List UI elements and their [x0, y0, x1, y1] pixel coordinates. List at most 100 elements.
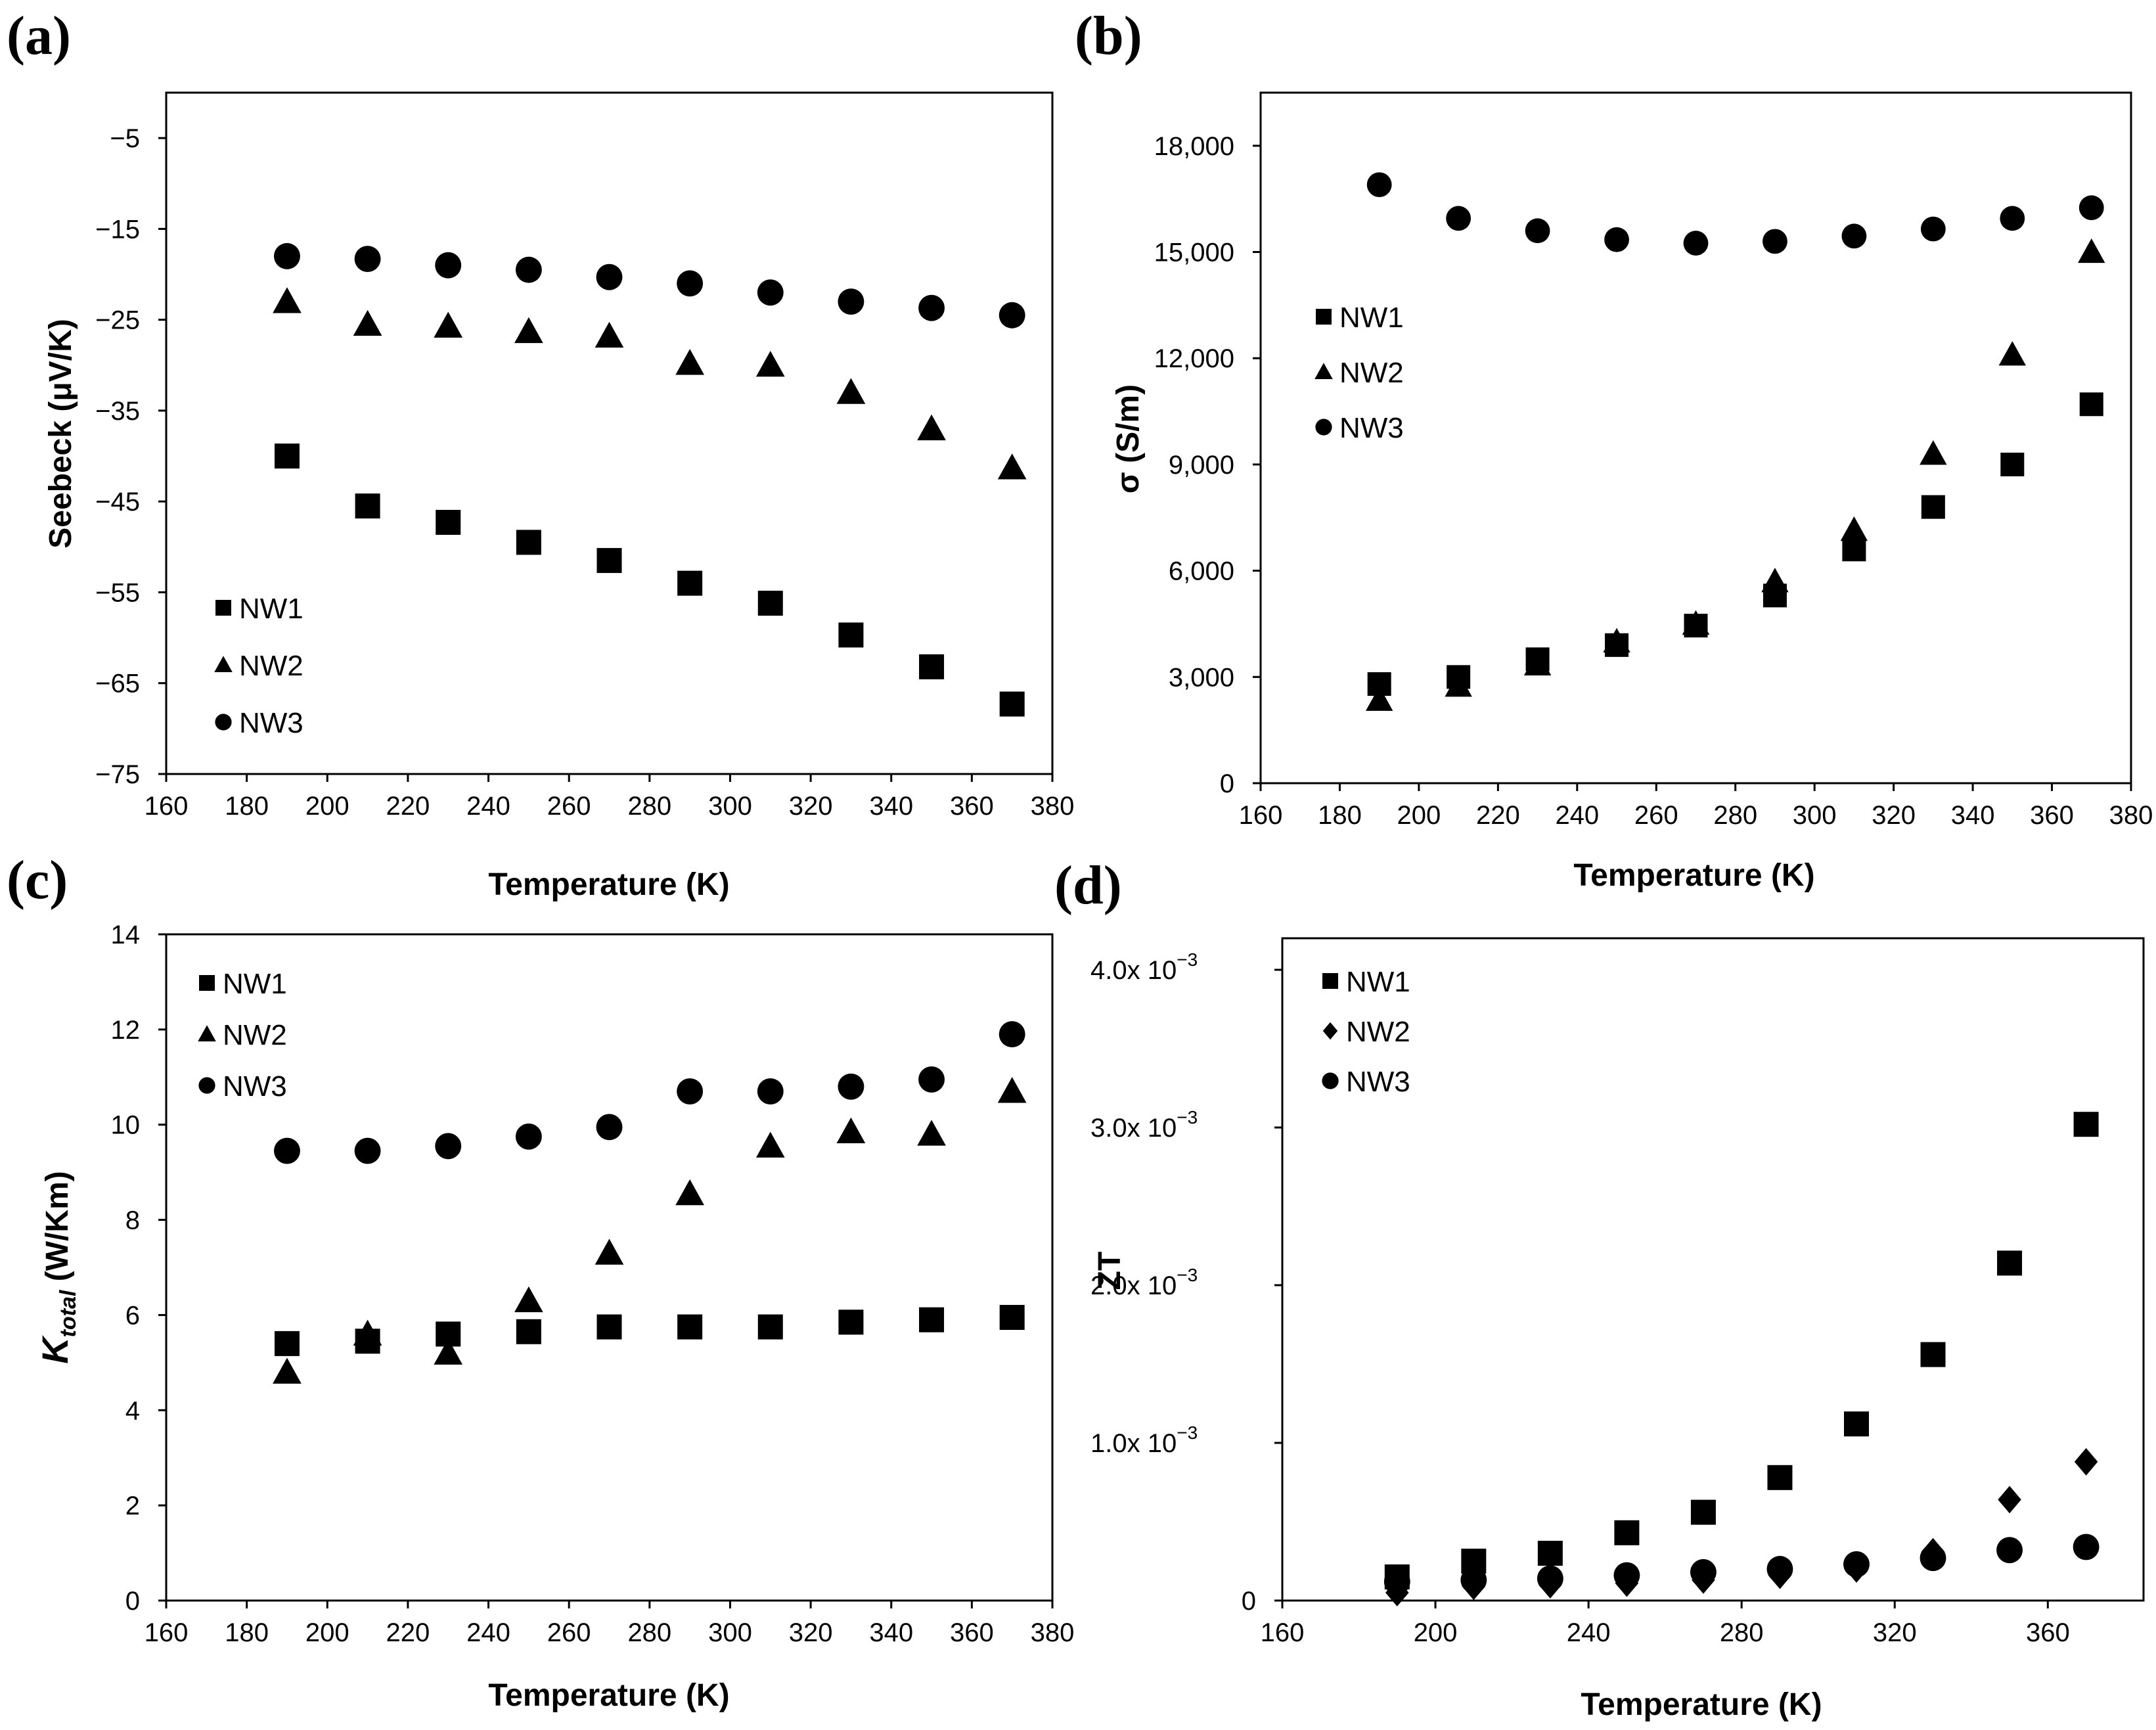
- x-tick-label: 160: [1239, 801, 1283, 830]
- data-point-nw2: [1840, 516, 1868, 541]
- panel-c-y-axis-title-main: K: [34, 1335, 76, 1364]
- data-point-nw3: [1537, 1565, 1563, 1592]
- x-tick-label: 340: [869, 1618, 913, 1647]
- data-point-nw1: [1997, 1250, 2023, 1276]
- legend-marker-nw2: [1322, 1022, 1338, 1040]
- data-point-nw1: [516, 530, 541, 555]
- x-tick-label: 260: [1634, 801, 1678, 830]
- data-point-nw1: [596, 1314, 622, 1340]
- y-tick-label: 6,000: [1169, 557, 1234, 586]
- data-point-nw1: [1921, 495, 1945, 519]
- x-tick-label: 280: [627, 1618, 671, 1647]
- data-point-nw3: [1843, 1551, 1870, 1578]
- data-point-nw1: [838, 622, 864, 648]
- data-point-nw3: [918, 1066, 945, 1093]
- legend-marker-nw3: [215, 714, 232, 731]
- y-tick-label: 8: [125, 1206, 140, 1235]
- panel-c-legend: NW1 NW2 NW3: [198, 968, 287, 1103]
- panel-a-letter: (a): [7, 5, 71, 66]
- x-tick-label: 360: [2030, 801, 2074, 830]
- x-tick-label: 220: [1476, 801, 1520, 830]
- data-point-nw1: [596, 548, 622, 574]
- x-tick-label: 180: [225, 792, 269, 821]
- data-point-nw3: [596, 263, 623, 290]
- legend-marker-nw3: [1315, 419, 1332, 436]
- y-tick-label: 3,000: [1169, 663, 1234, 692]
- x-tick-label: 220: [386, 792, 430, 821]
- legend-marker-nw1: [1322, 973, 1338, 989]
- y-tick-label-exponent: −3: [1177, 1107, 1198, 1127]
- y-tick-label-exponent: −3: [1177, 949, 1198, 970]
- data-point-nw1: [1614, 1520, 1640, 1545]
- x-tick-label: 200: [1414, 1618, 1458, 1647]
- data-point-nw1: [355, 493, 380, 519]
- y-tick-label: 14: [111, 921, 141, 949]
- data-point-nw1: [677, 570, 703, 596]
- panel-a-y-axis-title: Seebeck (μV/K): [43, 319, 78, 549]
- data-point-nw2: [2074, 1447, 2098, 1476]
- legend-label-nw3: NW3: [1346, 1066, 1410, 1098]
- legend-label-nw2: NW2: [239, 650, 303, 682]
- x-tick-label: 240: [466, 792, 510, 821]
- data-point-nw1: [274, 444, 300, 469]
- x-tick-label: 320: [789, 1618, 833, 1647]
- data-point-nw1: [1842, 537, 1866, 562]
- y-tick-label: 12,000: [1154, 344, 1234, 373]
- panel-a-series: [273, 242, 1027, 717]
- data-point-nw2: [755, 350, 785, 377]
- data-point-nw1: [1537, 1541, 1563, 1566]
- data-point-nw2: [2078, 238, 2105, 263]
- y-tick-label: −35: [95, 397, 140, 426]
- x-tick-label: 320: [1873, 1618, 1917, 1647]
- x-tick-label: 360: [2026, 1618, 2070, 1647]
- data-point-nw2: [1998, 341, 2027, 366]
- x-tick-label: 340: [869, 792, 913, 821]
- data-point-nw3: [838, 288, 865, 315]
- data-point-nw2: [514, 1286, 543, 1313]
- legend-label-nw2: NW2: [1346, 1016, 1410, 1048]
- x-tick-label: 240: [466, 1618, 510, 1647]
- panel-a-x-axis-title: Temperature (K): [488, 867, 729, 902]
- data-point-nw3: [596, 1114, 623, 1141]
- x-tick-label: 380: [1031, 1618, 1075, 1647]
- panel-b: (b) 160 180 200 220 240 260 280 300 320 340 360 380…: [1075, 5, 2153, 893]
- x-tick-label: 240: [1555, 801, 1599, 830]
- data-point-nw2: [1445, 672, 1472, 697]
- x-tick-label: 180: [1318, 801, 1362, 830]
- data-point-nw2: [595, 1239, 624, 1265]
- x-tick-label: 260: [547, 1618, 591, 1647]
- y-tick-label-mantissa: 3.0x 10: [1090, 1114, 1177, 1143]
- x-tick-label: 320: [789, 792, 833, 821]
- data-point-nw2: [1603, 627, 1630, 652]
- x-tick-label: 300: [708, 1618, 752, 1647]
- panel-c-y-axis-title: Ktotal (W/Km): [34, 1171, 81, 1364]
- data-point-nw3: [354, 1137, 381, 1164]
- data-point-nw3: [274, 1137, 300, 1164]
- data-point-nw1: [999, 1305, 1025, 1331]
- x-tick-label: 280: [1713, 801, 1757, 830]
- y-tick-label: 0: [125, 1587, 140, 1616]
- data-point-nw1: [1767, 1465, 1793, 1490]
- data-point-nw3: [1763, 229, 1787, 254]
- data-point-nw3: [999, 302, 1025, 329]
- data-point-nw2: [917, 1120, 946, 1146]
- y-tick-label: −45: [95, 488, 140, 516]
- y-tick-label: 0: [1242, 1587, 1256, 1616]
- y-tick-label: 12: [111, 1016, 141, 1045]
- data-point-nw3: [757, 1078, 784, 1104]
- x-tick-label: 300: [1793, 801, 1837, 830]
- panel-c-axes: 160 180 200 220 240 260 280 300 320 340 360 380 0 2 4 6…: [111, 921, 1075, 1647]
- data-point-nw3: [1841, 223, 1867, 249]
- data-point-nw2: [755, 1131, 785, 1158]
- data-point-nw1: [274, 1331, 300, 1356]
- data-point-nw2: [836, 378, 866, 404]
- panel-a: (a) 160 180 200 220 240 260 280 300 320 340 360 380…: [7, 5, 1074, 902]
- data-point-nw1: [2073, 1112, 2099, 1137]
- data-point-nw3: [354, 246, 381, 272]
- x-tick-label: 160: [145, 792, 189, 821]
- data-point-nw3: [1460, 1566, 1487, 1593]
- panel-d-plot-frame: [1281, 937, 2145, 1602]
- data-point-nw3: [1690, 1559, 1717, 1585]
